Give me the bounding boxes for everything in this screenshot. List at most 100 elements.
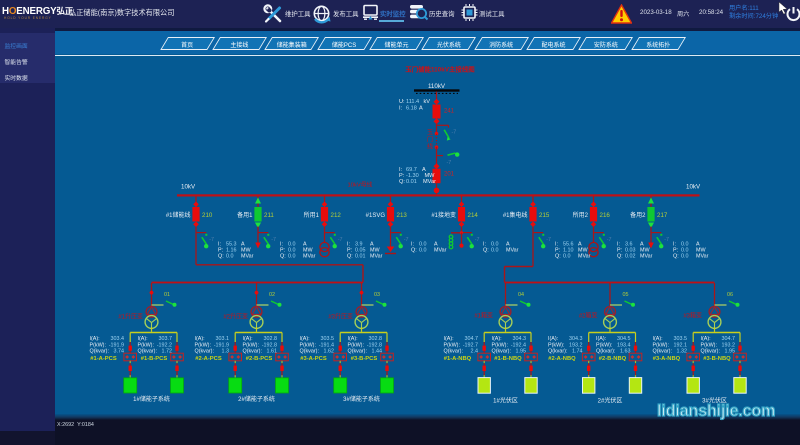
svg-text:A: A xyxy=(241,241,245,247)
svg-text:-7: -7 xyxy=(607,237,612,243)
svg-text:P:: P: xyxy=(617,247,622,253)
svg-text:I(A):: I(A): xyxy=(653,336,663,342)
svg-text:-192.4: -192.4 xyxy=(511,342,526,348)
svg-text:303.1: 303.1 xyxy=(216,336,230,342)
svg-text:#1接地变: #1接地变 xyxy=(431,211,456,219)
svg-text:Q:: Q: xyxy=(399,179,405,185)
svg-text:302.8: 302.8 xyxy=(264,336,278,342)
svg-text:P(kW):: P(kW): xyxy=(596,342,612,348)
svg-text:P(kW):: P(kW): xyxy=(444,342,460,348)
svg-text:0.0: 0.0 xyxy=(491,241,499,247)
svg-text:2.4: 2.4 xyxy=(471,348,479,354)
svg-text:MW: MW xyxy=(696,247,706,253)
svg-text:I(A):: I(A): xyxy=(444,336,454,342)
svg-text:P(kW):: P(kW): xyxy=(348,342,364,348)
svg-text:05: 05 xyxy=(623,292,629,298)
svg-text:P:: P: xyxy=(555,247,560,253)
svg-text:06: 06 xyxy=(727,292,733,298)
svg-text:I(A):: I(A): xyxy=(596,336,606,342)
svg-text:3.6: 3.6 xyxy=(625,241,633,247)
svg-text:A: A xyxy=(419,105,423,111)
svg-text:MVar: MVar xyxy=(696,253,709,259)
svg-text:MW: MW xyxy=(370,247,380,253)
svg-text:02: 02 xyxy=(269,292,275,298)
svg-text:0.0: 0.0 xyxy=(681,253,689,259)
svg-text:Q:: Q: xyxy=(347,253,353,259)
svg-text:192.1: 192.1 xyxy=(674,342,688,348)
svg-text:-7: -7 xyxy=(664,237,669,243)
svg-text:I(A):: I(A): xyxy=(243,336,253,342)
svg-text:I:: I: xyxy=(399,167,403,173)
svg-text:193.4: 193.4 xyxy=(617,342,631,348)
svg-text:A: A xyxy=(578,241,582,247)
svg-text:302.8: 302.8 xyxy=(369,336,383,342)
svg-text:P(kW):: P(kW): xyxy=(300,342,316,348)
svg-text:P(kW):: P(kW): xyxy=(243,342,259,348)
svg-text:1#光伏区: 1#光伏区 xyxy=(493,397,518,405)
svg-text:0.01: 0.01 xyxy=(355,253,366,259)
svg-text:#2升压变: #2升压变 xyxy=(223,313,248,321)
svg-text:P(kW):: P(kW): xyxy=(195,342,211,348)
svg-text:#1SVG: #1SVG xyxy=(366,213,386,219)
svg-text:A: A xyxy=(434,241,438,247)
svg-text:所用2: 所用2 xyxy=(573,211,589,219)
svg-text:#1-A-PCS: #1-A-PCS xyxy=(90,356,117,362)
svg-text:MVar: MVar xyxy=(434,247,447,253)
svg-text:玉门储能110kV主接线图: 玉门储能110kV主接线图 xyxy=(405,65,474,74)
svg-text:线: 线 xyxy=(427,143,433,151)
svg-text:Q(kvar):: Q(kvar): xyxy=(444,348,463,354)
svg-text:304.3: 304.3 xyxy=(569,336,583,342)
svg-text:P:: P: xyxy=(673,247,678,253)
svg-text:304.3: 304.3 xyxy=(513,336,527,342)
svg-text:A: A xyxy=(696,241,700,247)
svg-text:A: A xyxy=(506,241,510,247)
svg-text:I:: I: xyxy=(617,241,620,247)
svg-text:I(A):: I(A): xyxy=(701,336,711,342)
svg-text:#1-B-NBQ: #1-B-NBQ xyxy=(494,356,522,362)
svg-text:MVar: MVar xyxy=(640,253,653,259)
svg-text:I:: I: xyxy=(218,241,221,247)
svg-text:P(kW):: P(kW): xyxy=(138,342,154,348)
svg-text:-1.30: -1.30 xyxy=(406,173,419,179)
svg-text:-7: -7 xyxy=(475,237,480,243)
svg-text:#2-A-NBQ: #2-A-NBQ xyxy=(548,356,576,362)
svg-text:1.10: 1.10 xyxy=(563,247,574,253)
svg-text:-192.7: -192.7 xyxy=(463,342,478,348)
svg-text:#1箱变: #1箱变 xyxy=(474,312,493,320)
svg-text:I:: I: xyxy=(483,241,486,247)
svg-text:Q:: Q: xyxy=(411,247,417,253)
svg-text:A: A xyxy=(422,167,426,173)
svg-text:1.44: 1.44 xyxy=(372,348,383,354)
svg-text:69.7: 69.7 xyxy=(406,167,417,173)
svg-text:I(A):: I(A): xyxy=(90,336,100,342)
svg-text:P:: P: xyxy=(218,247,223,253)
svg-text:1.32: 1.32 xyxy=(677,348,688,354)
svg-text:P(kW):: P(kW): xyxy=(548,342,564,348)
svg-text:213: 213 xyxy=(397,212,408,219)
svg-text:3.9: 3.9 xyxy=(355,241,363,247)
svg-text:MVar: MVar xyxy=(241,253,254,259)
svg-text:303.4: 303.4 xyxy=(111,336,125,342)
svg-text:#2-B-PCS: #2-B-PCS xyxy=(246,356,273,362)
svg-text:0.0: 0.0 xyxy=(288,241,296,247)
svg-text:0.0: 0.0 xyxy=(491,247,499,253)
svg-text:212: 212 xyxy=(331,212,342,219)
svg-text:0.0: 0.0 xyxy=(563,253,571,259)
svg-text:-7: -7 xyxy=(546,237,551,243)
svg-text:I(A):: I(A): xyxy=(492,336,502,342)
svg-text:0.0: 0.0 xyxy=(681,247,689,253)
svg-text:I(A):: I(A): xyxy=(348,336,358,342)
svg-text:-7: -7 xyxy=(209,237,214,243)
svg-text:-192.8: -192.8 xyxy=(367,342,382,348)
svg-text:MW: MW xyxy=(640,247,650,253)
svg-text:10kV: 10kV xyxy=(686,184,701,191)
svg-text:201: 201 xyxy=(444,172,455,178)
svg-text:2#储能子系统: 2#储能子系统 xyxy=(238,395,275,403)
svg-text:1.72: 1.72 xyxy=(162,348,173,354)
svg-text:P:: P: xyxy=(280,247,285,253)
svg-text:0.0: 0.0 xyxy=(288,247,296,253)
svg-text:1.74: 1.74 xyxy=(572,348,583,354)
svg-text:I:: I: xyxy=(347,241,350,247)
svg-text:03: 03 xyxy=(374,292,380,298)
svg-text:#1储能线: #1储能线 xyxy=(166,211,191,219)
